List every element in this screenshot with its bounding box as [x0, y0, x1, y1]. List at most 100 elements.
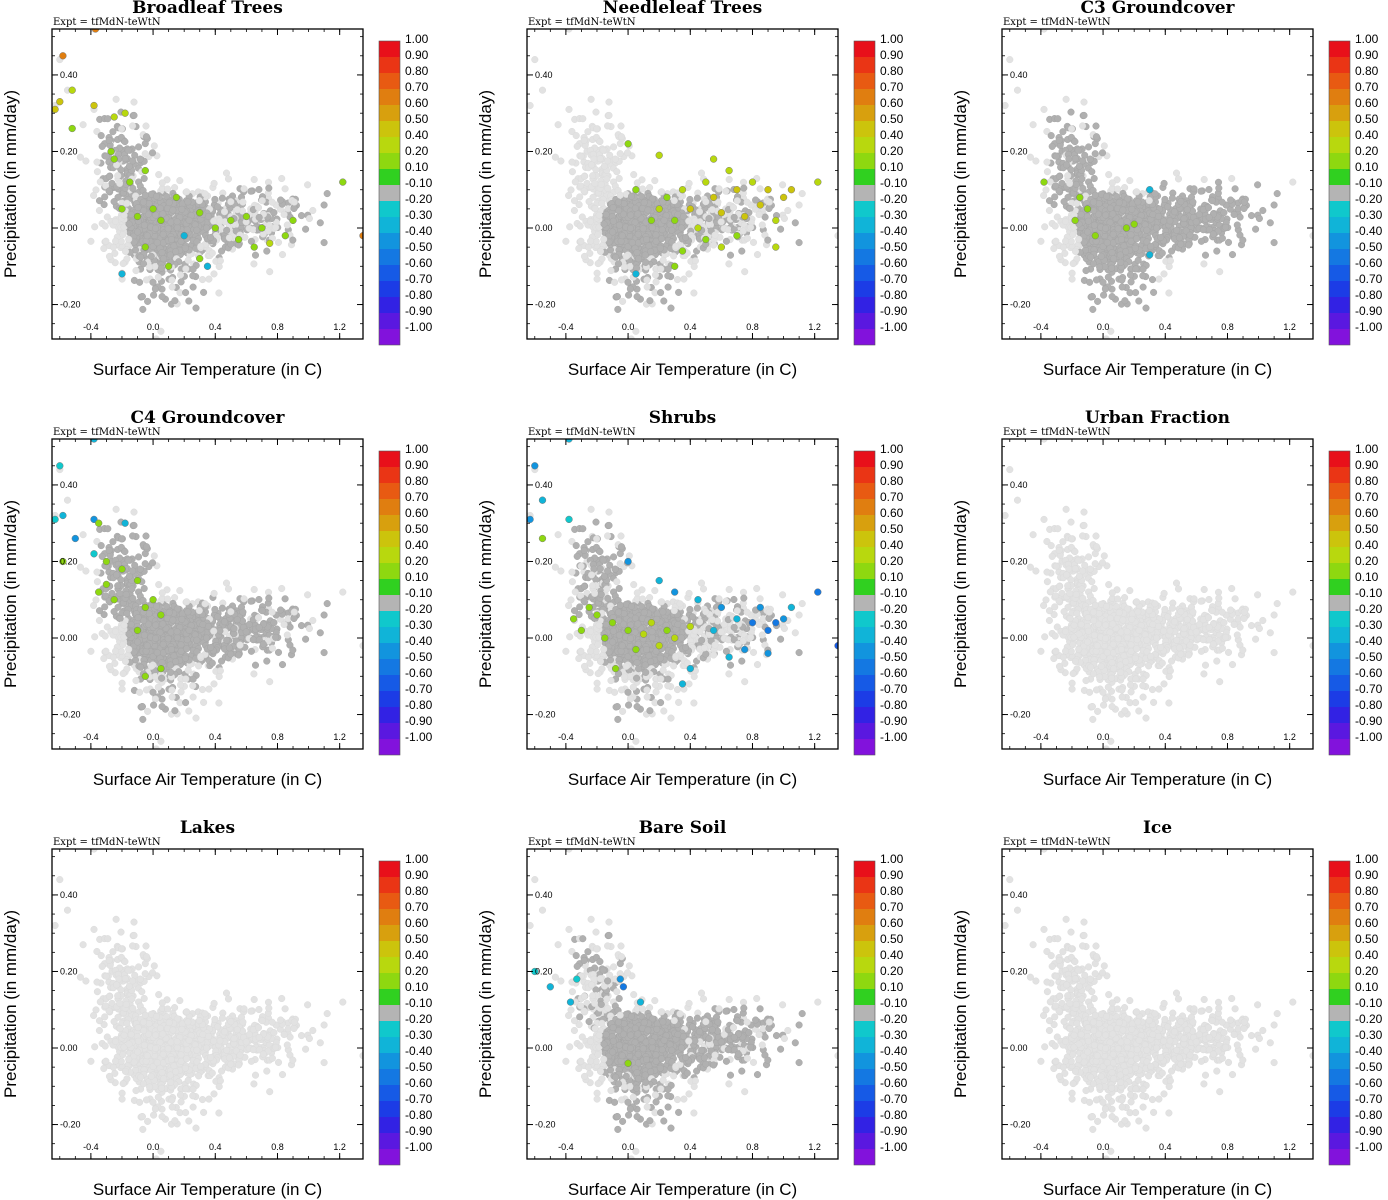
data-point	[613, 293, 621, 301]
data-point	[642, 258, 650, 266]
data-point	[1085, 143, 1093, 151]
data-point	[738, 247, 746, 255]
data-point	[619, 297, 627, 305]
colorbar-swatch	[1329, 185, 1350, 201]
data-point	[1153, 224, 1161, 232]
data-point	[130, 111, 138, 119]
colorbar-swatch	[854, 89, 875, 105]
data-point	[79, 121, 87, 129]
data-point	[207, 233, 215, 242]
data-point	[593, 275, 601, 283]
data-point	[100, 611, 108, 619]
data-point	[600, 235, 608, 243]
colorbar-swatch	[1329, 217, 1350, 233]
data-point	[305, 214, 313, 223]
data-point	[118, 535, 126, 543]
data-point	[289, 646, 297, 654]
data-point	[659, 256, 667, 264]
data-point	[172, 248, 180, 256]
data-point	[668, 226, 676, 234]
data-point	[116, 179, 124, 187]
data-point	[216, 217, 224, 225]
data-point	[1068, 269, 1076, 277]
data-point	[1127, 231, 1135, 239]
data-point	[1094, 210, 1102, 218]
data-point	[584, 243, 592, 251]
colorbar-label: 0.80	[1355, 64, 1379, 78]
data-point	[182, 699, 190, 707]
data-point	[290, 614, 298, 623]
data-point	[158, 589, 166, 597]
data-point	[1073, 255, 1081, 263]
data-point	[168, 686, 176, 694]
x-tick-label: 0.8	[746, 322, 759, 332]
data-point	[1078, 175, 1086, 183]
x-tick-label: 0.0	[147, 322, 160, 332]
highlight-point	[234, 235, 243, 244]
expt-label: Expt = tfMdN-teWtN	[528, 17, 636, 28]
data-point	[1160, 179, 1168, 187]
x-tick-label: -0.4	[83, 322, 99, 332]
colorbar-label: 0.70	[880, 80, 904, 94]
data-point	[121, 247, 130, 255]
highlight-point	[90, 101, 98, 110]
data-point	[164, 185, 172, 193]
data-point	[1090, 221, 1098, 229]
y-tick-label: -0.20	[60, 300, 81, 310]
highlight-point	[702, 235, 710, 244]
data-point	[591, 179, 599, 187]
highlight-point	[624, 140, 632, 148]
data-point	[302, 225, 310, 233]
data-point	[1154, 212, 1163, 220]
data-point	[724, 226, 732, 234]
x-tick-label: 0.8	[1221, 322, 1234, 332]
data-point	[611, 155, 619, 163]
data-point	[225, 234, 233, 242]
data-point	[116, 615, 124, 623]
data-point	[181, 244, 189, 252]
data-point	[673, 276, 682, 284]
plot-frame	[526, 28, 839, 340]
data-point	[604, 184, 612, 192]
scatter-points	[52, 29, 363, 339]
data-point	[1239, 236, 1247, 244]
y-tick-label: 0.20	[535, 146, 553, 156]
highlight-point	[632, 270, 640, 278]
data-point	[1075, 235, 1083, 243]
data-point	[660, 297, 668, 305]
data-point	[1163, 203, 1172, 211]
data-point	[1160, 270, 1168, 278]
data-point	[1041, 223, 1049, 231]
data-point	[570, 206, 578, 215]
data-point	[135, 143, 143, 151]
colorbar-swatch	[379, 153, 400, 169]
highlight-point	[121, 109, 129, 117]
data-point	[1166, 217, 1174, 225]
data-point	[1048, 142, 1056, 150]
data-point	[125, 220, 133, 228]
data-point	[758, 221, 766, 229]
data-point	[609, 204, 617, 212]
data-point	[743, 198, 751, 206]
data-point	[633, 249, 641, 257]
data-point	[764, 236, 772, 244]
data-point	[617, 276, 626, 284]
x-axis-label: Surface Air Temperature (in C)	[93, 360, 322, 379]
data-point	[557, 157, 565, 165]
data-point	[240, 185, 248, 193]
data-point	[1062, 237, 1070, 245]
data-point	[527, 101, 534, 110]
data-point	[642, 235, 651, 244]
data-point	[657, 265, 665, 273]
colorbar-label: 0.90	[1355, 48, 1379, 62]
highlight-point	[772, 216, 780, 225]
data-point	[1064, 172, 1072, 180]
data-point	[1098, 149, 1107, 157]
highlight-point	[107, 147, 115, 156]
data-point	[1147, 242, 1155, 250]
data-point	[1071, 247, 1080, 255]
data-point	[105, 172, 113, 180]
data-point	[290, 204, 298, 213]
data-point	[613, 168, 621, 176]
